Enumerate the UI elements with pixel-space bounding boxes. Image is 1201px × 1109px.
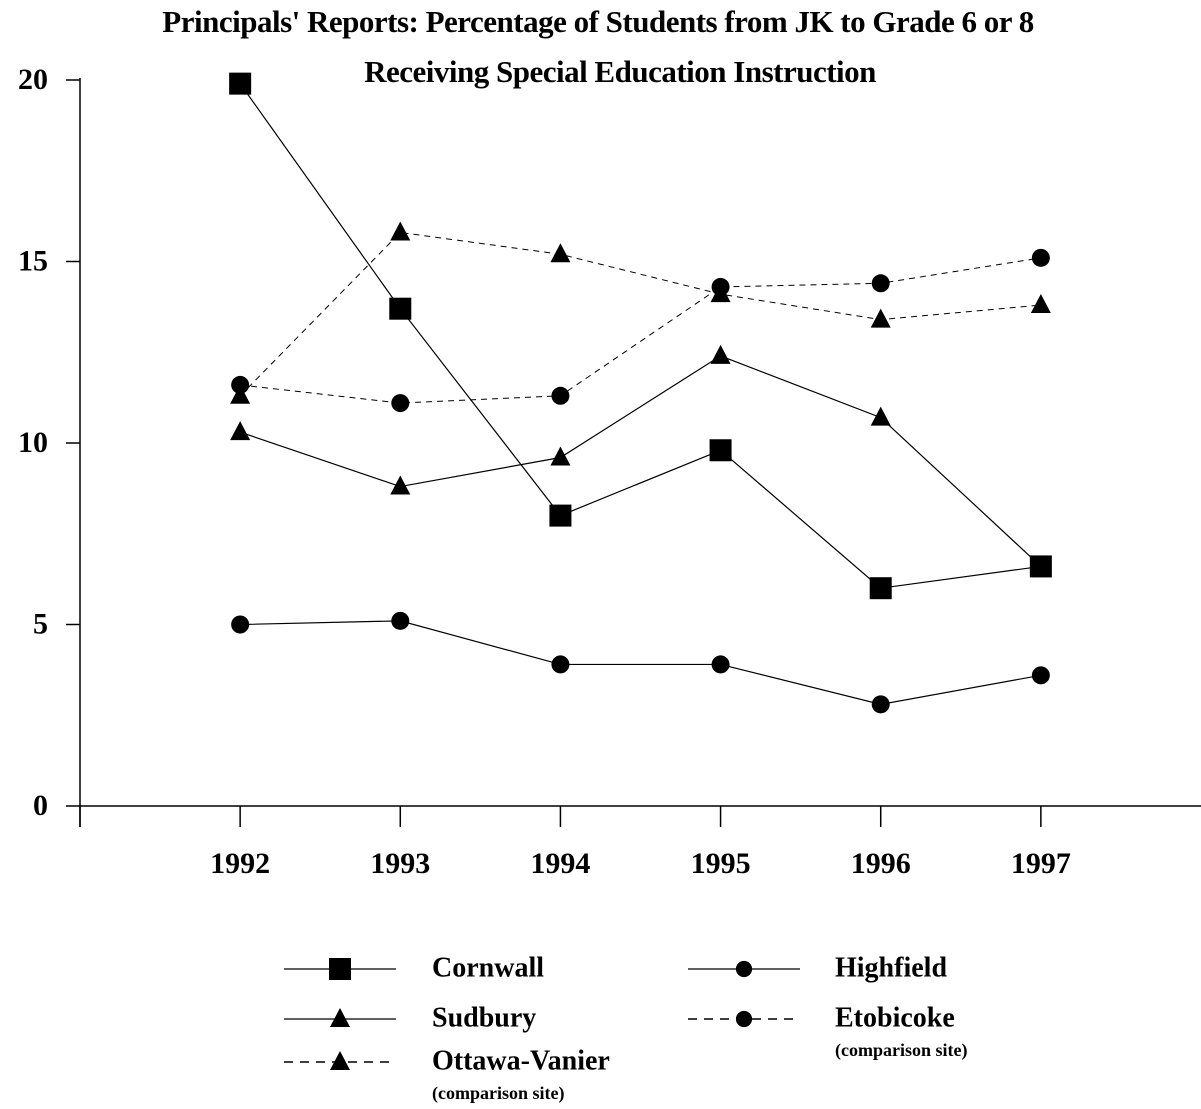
chart-title: Principals' Reports: Percentage of Stude…	[162, 4, 1033, 39]
legend-label: Highfield	[835, 952, 947, 983]
marker-square	[709, 439, 732, 462]
x-tick-label: 1994	[530, 847, 590, 880]
x-tick-label: 1993	[370, 847, 430, 880]
series-line	[240, 620, 1041, 705]
legend-label: Cornwall	[432, 952, 544, 983]
marker-circle	[391, 394, 410, 413]
marker-triangle	[1030, 555, 1051, 575]
marker-triangle	[1030, 294, 1051, 314]
series-line	[239, 231, 1041, 397]
marker-circle	[735, 960, 753, 978]
x-tick-label: 1992	[210, 847, 270, 880]
series-line	[239, 355, 1042, 567]
series-line	[239, 83, 1041, 589]
marker-triangle	[550, 243, 571, 263]
y-tick-label: 10	[18, 426, 48, 459]
y-tick-label: 5	[33, 607, 48, 640]
marker-circle	[231, 375, 250, 394]
marker-triangle	[390, 221, 411, 241]
legend-note: (comparison site)	[432, 1083, 564, 1104]
marker-triangle	[550, 446, 571, 466]
marker-circle	[711, 655, 730, 674]
chart-title: Receiving Special Education Instruction	[364, 54, 876, 89]
marker-triangle	[390, 475, 411, 495]
x-tick-label: 1996	[851, 847, 911, 880]
marker-triangle	[330, 1051, 350, 1070]
marker-circle	[711, 277, 730, 296]
marker-circle	[231, 615, 250, 634]
legend-note: (comparison site)	[835, 1040, 967, 1061]
y-tick-label: 0	[33, 789, 48, 822]
legend-label: Ottawa-Vanier	[432, 1045, 610, 1076]
marker-square	[549, 504, 572, 527]
y-tick-label: 15	[18, 244, 48, 277]
marker-circle	[735, 1010, 753, 1028]
marker-triangle	[330, 1008, 350, 1027]
y-tick-label: 20	[18, 63, 48, 96]
marker-square	[329, 958, 351, 980]
marker-square	[389, 297, 412, 320]
marker-circle	[871, 695, 890, 714]
marker-circle	[551, 386, 570, 405]
x-tick-label: 1995	[691, 847, 751, 880]
marker-square	[229, 72, 252, 95]
marker-circle	[871, 274, 890, 293]
marker-circle	[1031, 248, 1050, 267]
marker-triangle	[710, 344, 731, 364]
marker-circle	[1031, 666, 1050, 685]
series-line	[240, 257, 1041, 404]
marker-triangle	[230, 421, 251, 441]
marker-square	[869, 577, 892, 600]
marker-circle	[551, 655, 570, 674]
legend-label: Sudbury	[432, 1002, 536, 1033]
legend-label: Etobicoke	[835, 1002, 955, 1033]
marker-triangle	[870, 406, 891, 426]
marker-triangle	[230, 384, 251, 404]
marker-circle	[391, 611, 410, 630]
marker-triangle	[870, 308, 891, 328]
x-tick-label: 1997	[1011, 847, 1071, 880]
